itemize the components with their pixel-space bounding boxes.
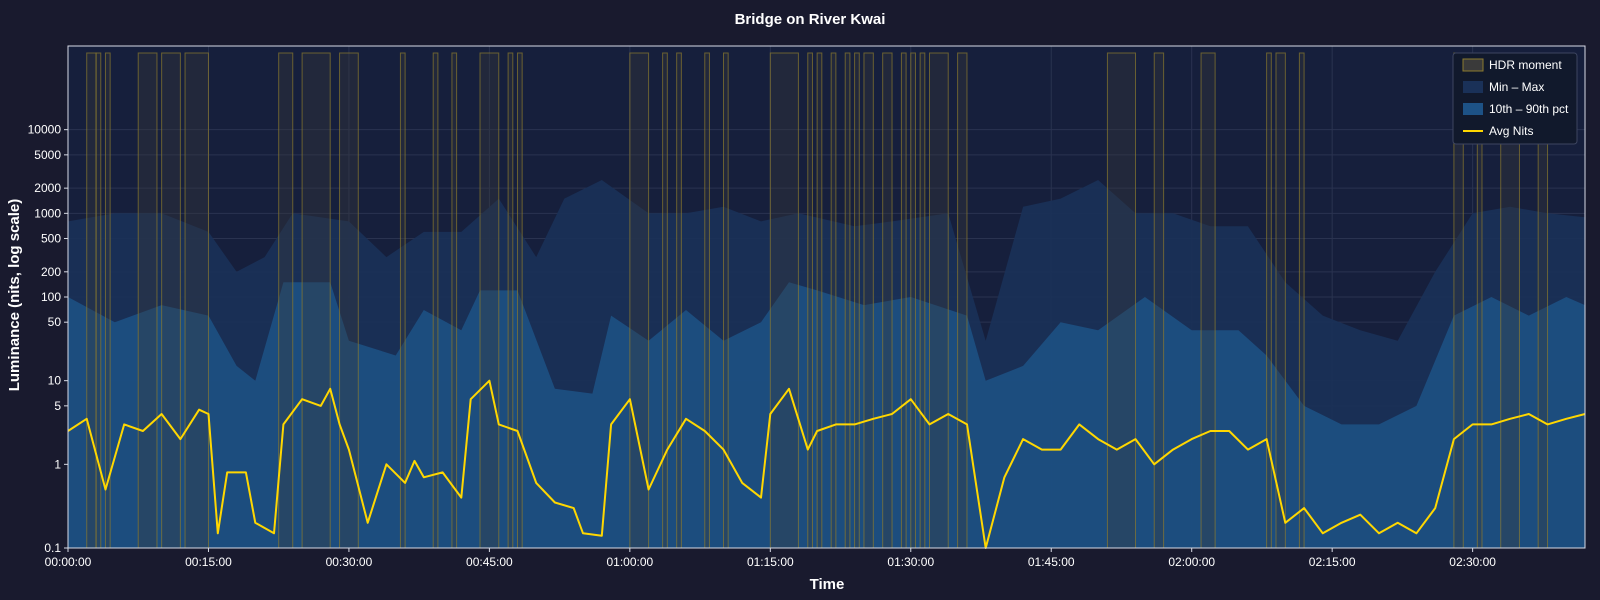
hdr-moment-region xyxy=(95,52,102,549)
hdr-moment-region xyxy=(910,52,916,549)
legend-label-hdr: HDR moment xyxy=(1489,58,1562,72)
hdr-moment-region xyxy=(957,52,968,549)
hdr-moment-region xyxy=(807,52,813,549)
y-tick-label: 2000 xyxy=(34,181,61,195)
y-tick-label: 5 xyxy=(54,399,61,413)
x-tick-label: 00:15:00 xyxy=(185,555,232,569)
hdr-moment-region xyxy=(676,52,682,549)
y-tick-label: 200 xyxy=(41,265,61,279)
y-tick-label: 10 xyxy=(48,374,62,388)
y-tick-label: 50 xyxy=(48,315,62,329)
y-axis-title: Luminance (nits, log scale) xyxy=(6,199,23,392)
hdr-moment-region xyxy=(704,52,710,549)
x-tick-label: 00:00:00 xyxy=(45,555,92,569)
hdr-moment-region xyxy=(1275,52,1286,549)
x-axis-title: Time xyxy=(810,576,845,593)
x-tick-label: 01:15:00 xyxy=(747,555,794,569)
hdr-moment-region xyxy=(1200,52,1216,549)
y-tick-label: 10000 xyxy=(28,123,62,137)
x-tick-label: 01:00:00 xyxy=(606,555,653,569)
hdr-moment-region xyxy=(854,52,860,549)
legend-swatch-pct xyxy=(1463,103,1483,115)
hdr-moment-region xyxy=(301,52,331,549)
y-tick-label: 1 xyxy=(54,457,61,471)
x-tick-label: 01:30:00 xyxy=(887,555,934,569)
x-tick-label: 01:45:00 xyxy=(1028,555,1075,569)
hdr-moment-region xyxy=(816,52,823,549)
legend-box xyxy=(1452,52,1578,145)
hdr-moment-region xyxy=(863,52,874,549)
hdr-moment-region xyxy=(516,52,523,549)
hdr-moment-region xyxy=(278,52,294,549)
x-tick-label: 00:30:00 xyxy=(326,555,373,569)
hdr-moment-region xyxy=(844,52,851,549)
pct-band xyxy=(68,282,1585,548)
hdr-moment-region xyxy=(507,52,514,549)
chart-title: Bridge on River Kwai xyxy=(735,11,886,28)
hdr-moment-region xyxy=(769,52,799,549)
legend-label-avg: Avg Nits xyxy=(1489,124,1533,138)
hdr-moment-region xyxy=(1153,52,1165,549)
hdr-moment-region xyxy=(161,52,181,549)
hdr-moment-region xyxy=(929,52,949,549)
hdr-moment-region xyxy=(900,52,907,549)
hdr-moment-region xyxy=(882,52,893,549)
hdr-moment-region xyxy=(662,52,668,549)
hdr-moment-region xyxy=(1298,52,1305,549)
hdr-moment-region xyxy=(86,52,97,549)
hdr-moment-region xyxy=(1266,52,1272,549)
legend-label-minmax: Min – Max xyxy=(1489,80,1544,94)
x-tick-label: 02:00:00 xyxy=(1168,555,1215,569)
hdr-moment-region xyxy=(184,52,209,549)
x-tick-label: 00:45:00 xyxy=(466,555,513,569)
legend-label-pct: 10th – 90th pct xyxy=(1489,102,1569,116)
hdr-moment-region xyxy=(1106,52,1137,549)
y-tick-label: 100 xyxy=(41,290,61,304)
hdr-moment-region xyxy=(451,52,458,549)
hdr-moment-region xyxy=(830,52,837,549)
hdr-moment-region xyxy=(137,52,158,549)
x-tick-label: 02:15:00 xyxy=(1309,555,1356,569)
hdr-moment-region xyxy=(919,52,926,549)
legend-swatch-minmax xyxy=(1463,81,1483,93)
hdr-moment-region xyxy=(722,52,729,549)
legend: HDR moment Min – Max 10th – 90th pct Avg… xyxy=(1452,52,1578,145)
y-tick-label: 500 xyxy=(41,232,61,246)
hdr-moment-region xyxy=(479,52,500,549)
avg-nits-line xyxy=(67,379,1586,549)
y-tick-label: 5000 xyxy=(34,148,61,162)
legend-swatch-hdr xyxy=(1462,58,1484,72)
y-tick-label: 0.1 xyxy=(44,541,61,555)
hdr-moment-region xyxy=(399,52,406,549)
x-tick-label: 02:30:00 xyxy=(1449,555,1496,569)
y-tick-label: 1000 xyxy=(34,206,61,220)
